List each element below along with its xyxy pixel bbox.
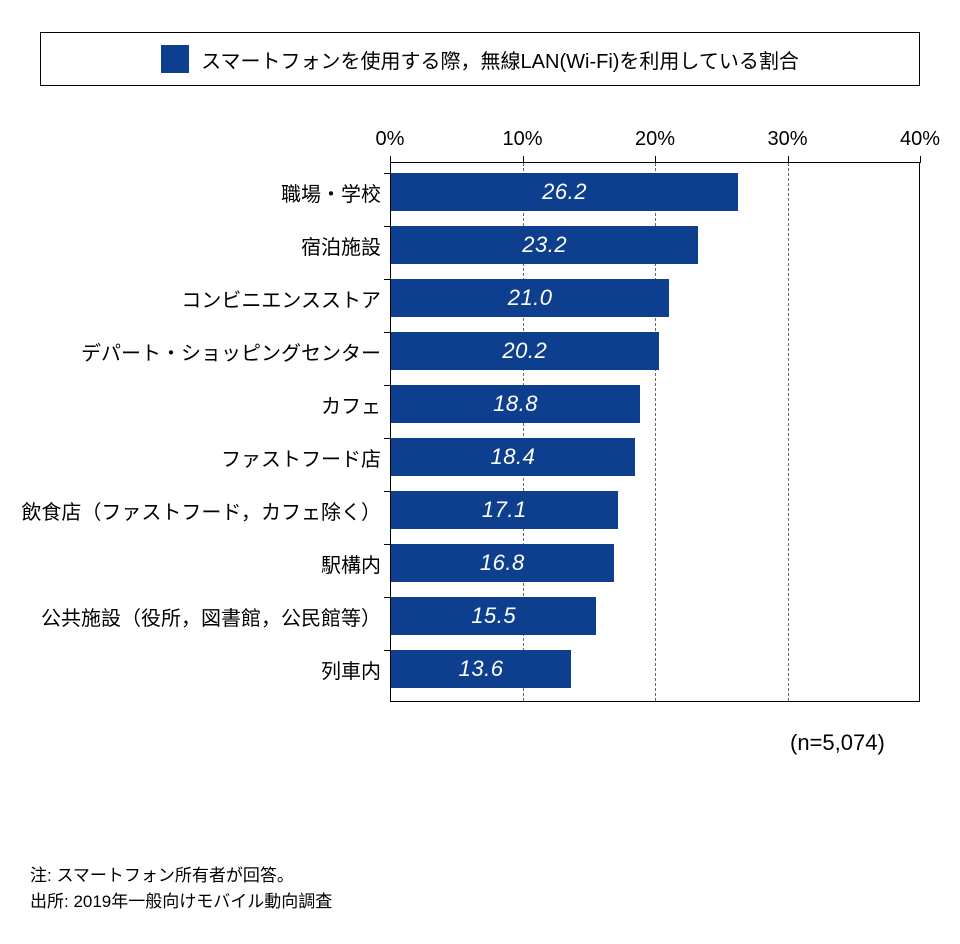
- bar-row: 飲食店（ファストフード，カフェ除く）17.1: [391, 491, 919, 529]
- bar: 13.6: [391, 650, 571, 688]
- legend-text: スマートフォンを使用する際，無線LAN(Wi-Fi)を利用している割合: [201, 45, 799, 74]
- bar: 26.2: [391, 173, 738, 211]
- bar: 23.2: [391, 226, 698, 264]
- x-tick: [788, 156, 789, 163]
- y-tick: [384, 385, 391, 386]
- category-label: コンビニエンスストア: [181, 284, 391, 313]
- bar-value-label: 21.0: [508, 285, 553, 311]
- sample-size-note: (n=5,074): [790, 730, 885, 756]
- bar-value-label: 16.8: [480, 550, 525, 576]
- y-tick: [384, 332, 391, 333]
- bar-row: 職場・学校26.2: [391, 173, 919, 211]
- legend-box: スマートフォンを使用する際，無線LAN(Wi-Fi)を利用している割合: [40, 32, 920, 86]
- bar-row: 駅構内16.8: [391, 544, 919, 582]
- bar-value-label: 13.6: [459, 656, 504, 682]
- bar-value-label: 23.2: [522, 232, 567, 258]
- chart-area: 0%10%20%30%40% 職場・学校26.2宿泊施設23.2コンビニエンスス…: [40, 120, 920, 720]
- category-label: 宿泊施設: [301, 231, 391, 260]
- x-axis-tick-label: 30%: [767, 128, 807, 151]
- x-axis-tick-label: 0%: [376, 128, 405, 151]
- category-label: 駅構内: [321, 549, 391, 578]
- category-label: 列車内: [321, 655, 391, 684]
- y-tick: [384, 438, 391, 439]
- bar-value-label: 20.2: [502, 338, 547, 364]
- x-tick: [523, 156, 524, 163]
- bar-row: 宿泊施設23.2: [391, 226, 919, 264]
- y-tick: [384, 279, 391, 280]
- x-axis-tick-label: 20%: [635, 128, 675, 151]
- category-label: 職場・学校: [281, 178, 391, 207]
- bar: 18.4: [391, 438, 635, 476]
- bar-row: デパート・ショッピングセンター20.2: [391, 332, 919, 370]
- bar-value-label: 26.2: [542, 179, 587, 205]
- bar: 20.2: [391, 332, 659, 370]
- y-tick: [384, 491, 391, 492]
- footnotes: 注: スマートフォン所有者が回答。 出所: 2019年一般向けモバイル動向調査: [30, 863, 332, 914]
- bar-row: カフェ18.8: [391, 385, 919, 423]
- x-tick: [655, 156, 656, 163]
- category-label: カフェ: [321, 390, 391, 419]
- bar: 21.0: [391, 279, 669, 317]
- bar-value-label: 18.8: [493, 391, 538, 417]
- category-label: デパート・ショッピングセンター: [81, 337, 391, 366]
- footnote-1: 注: スマートフォン所有者が回答。: [30, 863, 332, 889]
- category-label: 公共施設（役所，図書館，公民館等）: [41, 602, 391, 631]
- bar: 18.8: [391, 385, 640, 423]
- bar-row: コンビニエンスストア21.0: [391, 279, 919, 317]
- x-tick: [920, 156, 921, 163]
- bar-row: 公共施設（役所，図書館，公民館等）15.5: [391, 597, 919, 635]
- footnote-2: 出所: 2019年一般向けモバイル動向調査: [30, 889, 332, 915]
- y-tick: [384, 544, 391, 545]
- legend-swatch: [161, 45, 189, 73]
- bar: 15.5: [391, 597, 596, 635]
- bar-row: ファストフード店18.4: [391, 438, 919, 476]
- bar-value-label: 17.1: [482, 497, 527, 523]
- y-tick: [384, 173, 391, 174]
- x-axis-tick-label: 10%: [502, 128, 542, 151]
- bar-value-label: 18.4: [490, 444, 535, 470]
- y-tick: [384, 597, 391, 598]
- category-label: ファストフード店: [221, 443, 391, 472]
- bar-value-label: 15.5: [471, 603, 516, 629]
- category-label: 飲食店（ファストフード，カフェ除く）: [21, 496, 391, 525]
- x-axis-tick-label: 40%: [900, 128, 940, 151]
- bar: 16.8: [391, 544, 614, 582]
- y-tick: [384, 226, 391, 227]
- y-tick: [384, 650, 391, 651]
- x-tick: [390, 156, 391, 163]
- plot-area: 職場・学校26.2 宿泊施設23.2 コンビニエンスストア21.0 デパート・ショッピ…: [390, 162, 920, 702]
- bar: 17.1: [391, 491, 618, 529]
- x-axis-labels: 0%10%20%30%40%: [40, 120, 920, 160]
- bar-row: 列車内13.6: [391, 650, 919, 688]
